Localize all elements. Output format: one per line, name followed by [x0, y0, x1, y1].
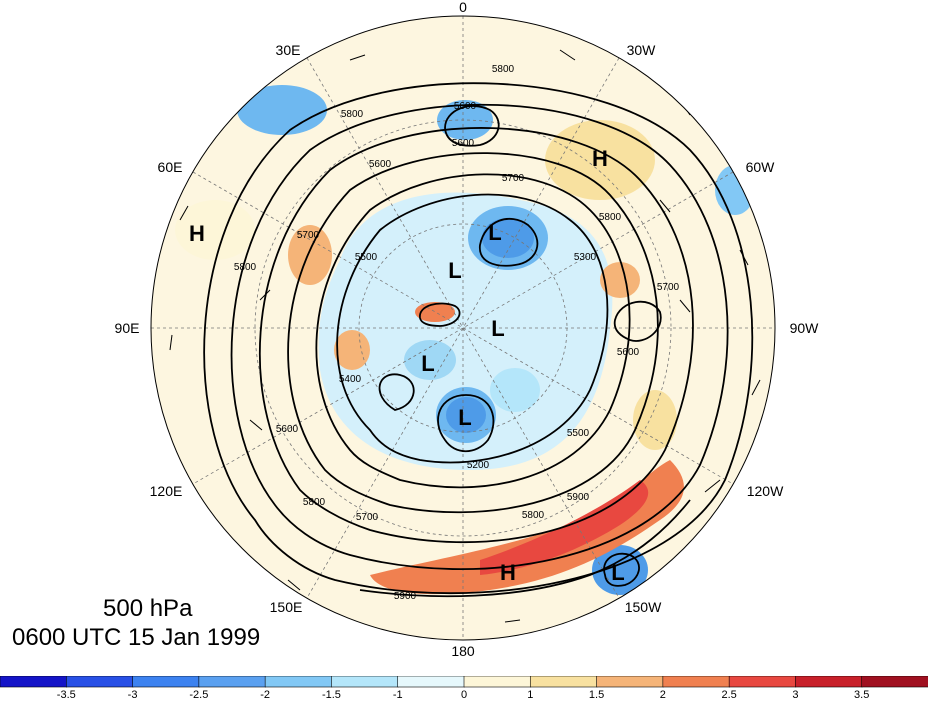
center-low: L: [488, 220, 501, 245]
colorbar-tick-label: 1.5: [588, 689, 605, 701]
colorbar-swatch: [132, 676, 200, 688]
colorbar-swatch: [861, 676, 928, 688]
lon-label-60w: 60W: [745, 159, 775, 175]
colorbar-tick-label: -3: [127, 689, 138, 701]
center-high: H: [592, 146, 608, 171]
colorbar-tick-label: -2: [260, 689, 271, 701]
colorbar-swatch: [0, 676, 68, 688]
center-low: L: [448, 258, 461, 283]
contour-label: 5600: [452, 138, 475, 149]
center-low: L: [421, 351, 434, 376]
contour-label: 5400: [339, 374, 362, 385]
colorbar-tick-label: -1.5: [321, 689, 341, 701]
height-contours: [203, 82, 754, 598]
colorbar-tick-label: 3: [792, 689, 799, 701]
contour-label: 5800: [522, 510, 545, 521]
contour-label: 5900: [567, 492, 590, 503]
colorbar-swatch: [795, 676, 863, 688]
title-level: 500 hPa: [103, 595, 193, 622]
lon-label-150w: 150W: [624, 599, 662, 615]
graticule: [151, 16, 775, 640]
lon-label-150e: 150E: [269, 599, 303, 615]
lon-label-90e: 90E: [114, 320, 140, 336]
contour-label: 5700: [657, 282, 680, 293]
colorbar-swatch: [264, 676, 333, 688]
lon-label-60e: 60E: [157, 159, 183, 175]
contour-label: 5200: [467, 460, 490, 471]
contour-label: 5500: [567, 428, 590, 439]
contour-label: 5700: [297, 230, 320, 241]
colorbar-swatch: [728, 676, 797, 688]
colorbar-tick-label: 2: [659, 689, 666, 701]
center-high: H: [500, 560, 516, 585]
center-low: L: [611, 560, 624, 585]
lon-label-180: 180: [451, 643, 475, 659]
contour-label: 5800: [303, 497, 326, 508]
contour-label: 5800: [599, 212, 622, 223]
lon-label-120w: 120W: [746, 483, 784, 499]
center-high: H: [189, 221, 205, 246]
colorbar-tick-label: -2.5: [189, 689, 209, 701]
contour-label: 5800: [492, 64, 515, 75]
contour-label: 5600: [454, 101, 477, 112]
colorbar-swatch: [198, 676, 266, 688]
contour-label: 5700: [356, 512, 379, 523]
contour-label: 5600: [617, 347, 640, 358]
contour-label: 5500: [355, 252, 378, 263]
lon-label-30w: 30W: [626, 42, 656, 58]
lon-label-0: 0: [459, 0, 467, 15]
contour-label: 5600: [369, 159, 392, 170]
center-low: L: [491, 316, 504, 341]
colorbar-tick-label: 3.5: [854, 689, 870, 701]
colorbar-swatch: [529, 676, 598, 688]
colorbar-swatch: [331, 676, 399, 688]
pressure-centers: H L L L L L H L H: [189, 146, 625, 585]
colorbar-tick-label: -1: [392, 689, 403, 701]
contour-label: 5900: [394, 591, 417, 602]
contour-label: 5700: [502, 173, 525, 184]
map-border: [150, 15, 776, 641]
colorbar-swatch: [596, 676, 664, 688]
contour-label: 5300: [574, 252, 597, 263]
colorbar-tick-label: -3.5: [56, 689, 76, 701]
lon-label-30e: 30E: [275, 42, 301, 58]
colorbar-tick-label: 1: [527, 689, 534, 701]
colorbar-swatch: [463, 676, 532, 688]
contour-label: 5600: [276, 424, 299, 435]
colorbar: [0, 676, 928, 688]
colorbar-swatch: [65, 676, 134, 688]
lon-label-120e: 120E: [149, 483, 183, 499]
contour-label: 5800: [234, 262, 257, 273]
colorbar-tick-label: 2.5: [721, 689, 737, 701]
lon-label-90w: 90W: [789, 320, 819, 336]
anomaly-shading: [175, 85, 755, 595]
colorbar-swatch: [662, 676, 730, 688]
contour-label: 5800: [341, 109, 364, 120]
title-time: 0600 UTC 15 Jan 1999: [12, 624, 261, 651]
colorbar-tick-label: 0: [460, 689, 468, 701]
center-low: L: [458, 405, 471, 430]
contour-value-labels: 5800 5600 5600 5800 5700 5600 5700 5500 …: [234, 64, 680, 602]
colorbar-swatch: [397, 676, 465, 688]
